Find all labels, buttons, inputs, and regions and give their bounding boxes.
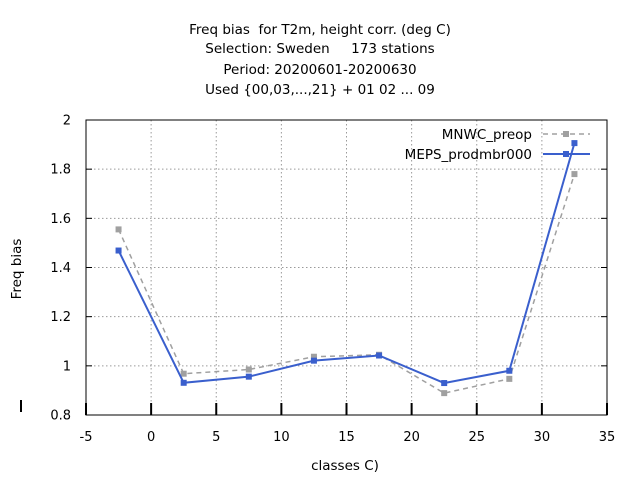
y-tick-label: 1.6 [50, 212, 71, 227]
y-axis-label: Freq bias [9, 239, 25, 300]
x-tick-label: 5 [212, 430, 220, 445]
legend-label: MNWC_preop [442, 127, 532, 143]
legend-label: MEPS_prodmbr000 [405, 147, 532, 163]
x-tick-label: 25 [468, 430, 485, 445]
data-point [441, 390, 448, 397]
legend: MNWC_preop MEPS_prodmbr000 [405, 127, 590, 163]
title-line-3: Period: 20200601-20200630 [223, 62, 417, 78]
data-point [571, 171, 578, 178]
data-point [506, 367, 513, 374]
data-point [441, 380, 448, 387]
data-point [245, 373, 252, 380]
title-line-1: Freq bias for T2m, height corr. (deg C) [189, 22, 451, 38]
y-tick-label: 2 [63, 114, 71, 129]
x-tick-label: 35 [599, 430, 616, 445]
series-MEPS_prodmbr000 [115, 140, 578, 387]
title-line-4: Used {00,03,...,21} + 01 02 ... 09 [205, 82, 435, 98]
tick-labels: -5 0 5 10 15 20 25 30 35 0.8 1 1.2 1.4 1.6 1.8 2 [50, 114, 615, 446]
series-line [117, 142, 576, 385]
title-line-2: Selection: Sweden 173 stations [205, 41, 435, 57]
y-tick-label: 1 [63, 359, 71, 374]
data-point [180, 379, 187, 386]
grid-lines [86, 120, 607, 415]
data-point [310, 357, 317, 364]
x-tick-label: 0 [147, 430, 155, 445]
legend-marker [563, 131, 569, 137]
data-point [180, 370, 187, 377]
x-axis-label: classes C) [311, 458, 379, 474]
y-tick-label: 1.8 [50, 163, 71, 178]
data-point [115, 247, 122, 254]
y-tick-label: 0.8 [50, 409, 71, 424]
legend-marker [563, 151, 569, 157]
y-tick-label: 1.2 [50, 310, 71, 325]
x-tick-label: 10 [273, 430, 290, 445]
data-point [245, 366, 252, 373]
data-point [571, 140, 578, 147]
data-point [506, 375, 513, 382]
x-tick-label: -5 [80, 430, 93, 445]
data-point [310, 353, 317, 360]
x-tick-label: 15 [338, 430, 355, 445]
data-point [376, 352, 383, 359]
axes [20, 119, 608, 416]
series-layer [115, 140, 578, 397]
y-tick-label: 1.4 [50, 261, 71, 276]
x-tick-label: 20 [403, 430, 420, 445]
x-tick-label: 30 [534, 430, 551, 445]
data-point [115, 226, 122, 233]
series-line [117, 173, 576, 394]
